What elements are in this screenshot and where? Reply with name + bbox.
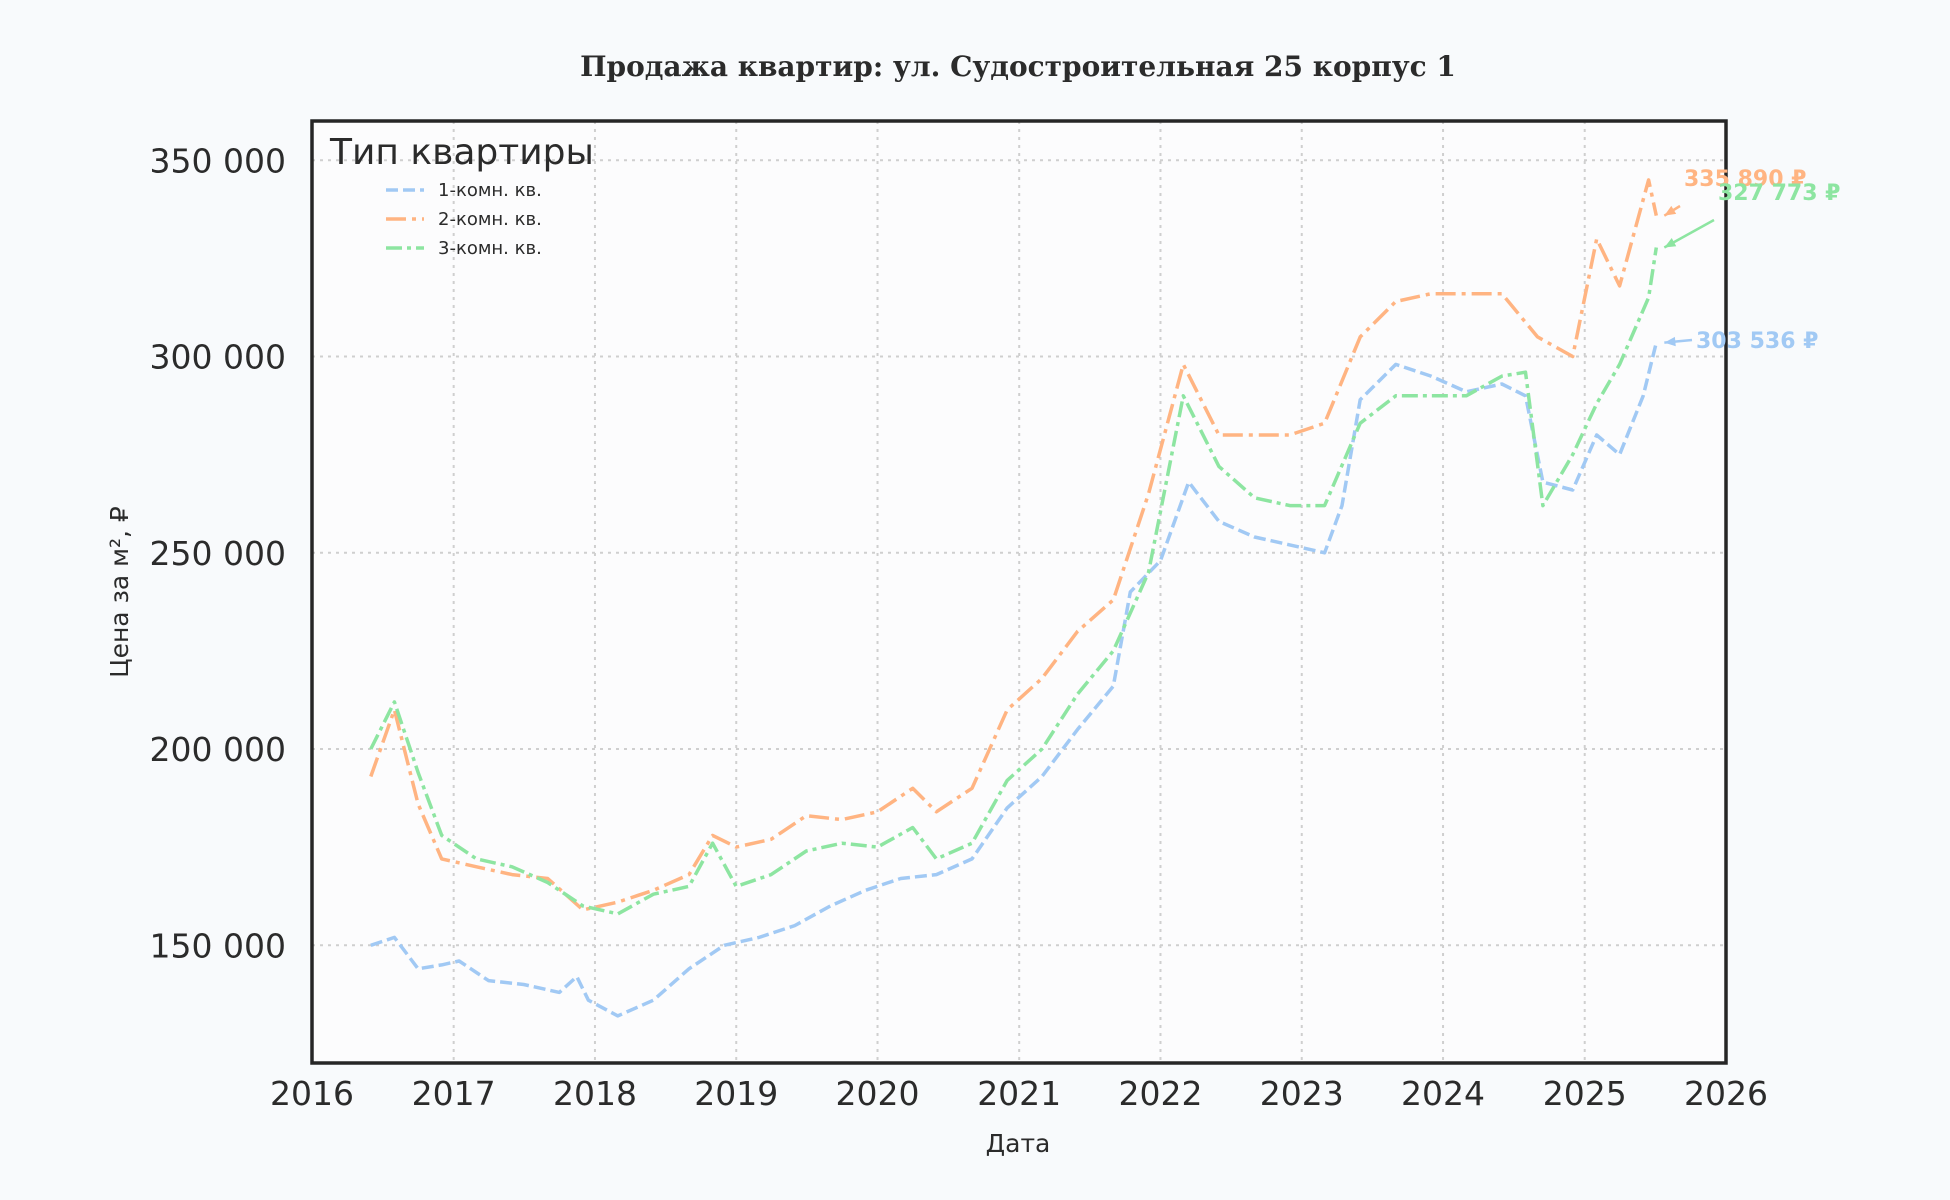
legend-title: Тип квартиры	[329, 132, 594, 173]
legend-label: 2-комн. кв.	[438, 209, 542, 230]
x-tick-label: 2023	[1260, 1074, 1344, 1113]
annotation-label: 303 536 ₽	[1696, 329, 1818, 354]
annotation-label: 335 890 ₽	[1684, 167, 1806, 192]
y-tick-label: 300 000	[150, 338, 286, 377]
x-tick-label: 2019	[694, 1074, 778, 1113]
annotation-arrowhead	[1664, 205, 1677, 216]
series-layer	[369, 178, 1659, 1018]
x-tick-label: 2018	[553, 1074, 637, 1113]
y-tick-label: 200 000	[150, 730, 286, 769]
y-tick-labels: 150 000 200 000 250 000 300 000 350 000	[150, 141, 286, 965]
x-tick-label: 2024	[1401, 1074, 1485, 1113]
series-line-1	[370, 342, 1658, 1018]
legend: Тип квартиры 1-комн. кв. 2-комн. кв. 3-ком…	[329, 132, 594, 259]
x-tick-label: 2025	[1543, 1074, 1627, 1113]
x-tick-label: 2021	[977, 1074, 1061, 1113]
y-tick-label: 250 000	[150, 534, 286, 573]
annotation-arrowhead	[1664, 336, 1676, 347]
plot-frame	[310, 119, 1728, 1065]
annotation-arrowhead	[1664, 238, 1677, 248]
x-tick-labels: 2016 2017 2018 2019 2020 2021 2022 2023 2024 2025…	[270, 1074, 1768, 1113]
annotation-label: 327 773 ₽	[1718, 181, 1840, 206]
x-tick-label: 2020	[836, 1074, 920, 1113]
chart-title: Продажа квартир: ул. Судостроительная 25…	[580, 50, 1456, 83]
y-axis-label: Цена за м², ₽	[105, 506, 134, 678]
x-axis-label: Дата	[986, 1129, 1051, 1158]
x-tick-label: 2022	[1118, 1074, 1202, 1113]
x-tick-label: 2016	[270, 1074, 354, 1113]
legend-label: 1-комн. кв.	[438, 180, 542, 201]
series-line-3	[369, 247, 1659, 916]
x-tick-label: 2017	[412, 1074, 496, 1113]
legend-label: 3-комн. кв.	[438, 238, 542, 259]
x-tick-label: 2026	[1684, 1074, 1768, 1113]
annotations: 335 890 ₽327 773 ₽ 303 536 ₽	[1663, 167, 1840, 354]
y-tick-label: 150 000	[150, 926, 286, 965]
y-tick-label: 350 000	[150, 141, 286, 180]
